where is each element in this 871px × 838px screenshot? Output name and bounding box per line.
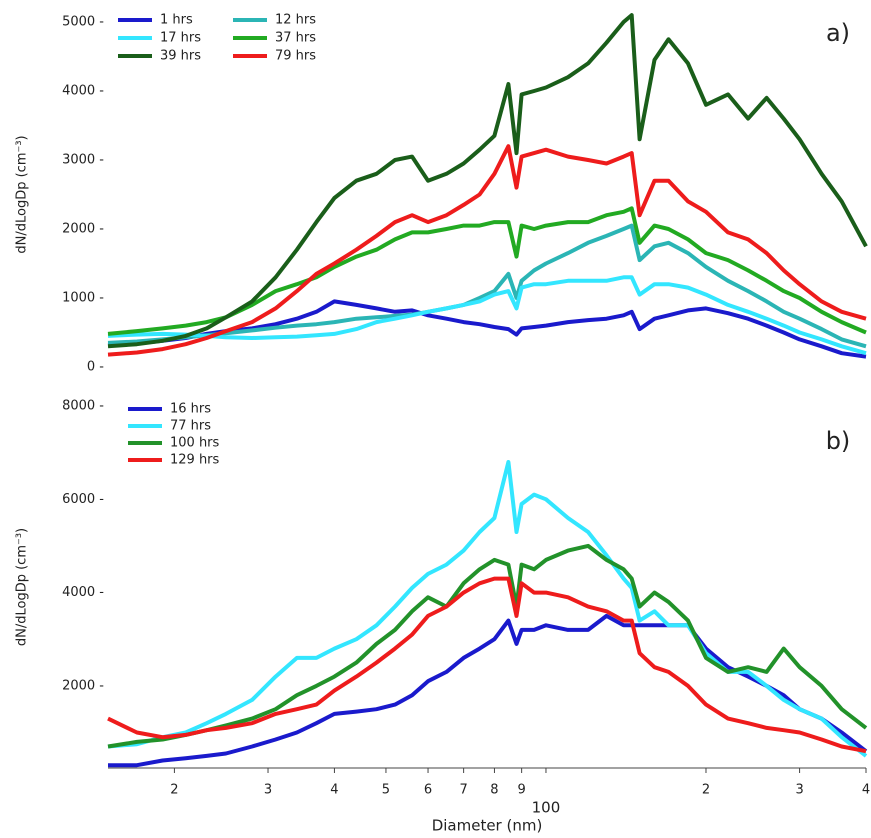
y-tick-label: 2000 - [62, 222, 104, 237]
y-tick-label: 4000 - [62, 585, 104, 600]
y-tick-label: 1000 - [62, 291, 104, 306]
legend-label: 77 hrs [170, 419, 211, 434]
y-tick-label: 4000 - [62, 84, 104, 99]
series-line [107, 223, 867, 349]
x-tick-label: 3 [795, 783, 803, 798]
series-line [108, 613, 868, 768]
legend-label: 37 hrs [275, 31, 316, 46]
x-tick-label: 4 [862, 783, 870, 798]
series-line [107, 144, 867, 357]
legend-label: 17 hrs [160, 31, 201, 46]
x-tick-label: 6 [424, 783, 432, 798]
legend-label: 16 hrs [170, 402, 211, 417]
y-tick-label: 8000 - [62, 399, 104, 414]
series-line [107, 460, 868, 758]
x-tick-label: 4 [330, 783, 338, 798]
x-tick-label: 3 [264, 783, 272, 798]
y-tick-label: 6000 - [62, 492, 104, 507]
y-tick-label: 3000 - [62, 153, 104, 168]
series-line [107, 206, 867, 336]
legend-label: 1 hrs [160, 13, 193, 28]
x-tick-label: 2 [702, 783, 710, 798]
series-line [107, 275, 867, 356]
legend-label: 79 hrs [275, 49, 316, 64]
y-tick-label: 5000 - [62, 15, 104, 30]
x-tick-label: 100 [532, 799, 561, 817]
series-line [107, 13, 868, 349]
x-tick-label: 2 [170, 783, 178, 798]
x-tick-label: 7 [459, 783, 467, 798]
legend-label: 129 hrs [170, 453, 220, 468]
x-tick-label: 8 [490, 783, 498, 798]
y-axis-label: dN/dLogDp (cm⁻³) [15, 528, 30, 646]
y-tick-label: 2000 - [62, 678, 104, 693]
x-tick-label: 5 [382, 783, 390, 798]
x-tick-label: 9 [518, 783, 526, 798]
legend-label: 100 hrs [170, 436, 220, 451]
annotation: b) [826, 427, 851, 455]
annotation: a) [826, 19, 850, 47]
y-tick-label: 0 - [87, 360, 104, 375]
x-axis-label: Diameter (nm) [432, 817, 543, 835]
legend-label: 39 hrs [160, 49, 201, 64]
series-line [107, 299, 867, 359]
series-line [107, 576, 867, 754]
y-axis-label: dN/dLogDp (cm⁻³) [15, 135, 30, 253]
legend-label: 12 hrs [275, 13, 316, 28]
